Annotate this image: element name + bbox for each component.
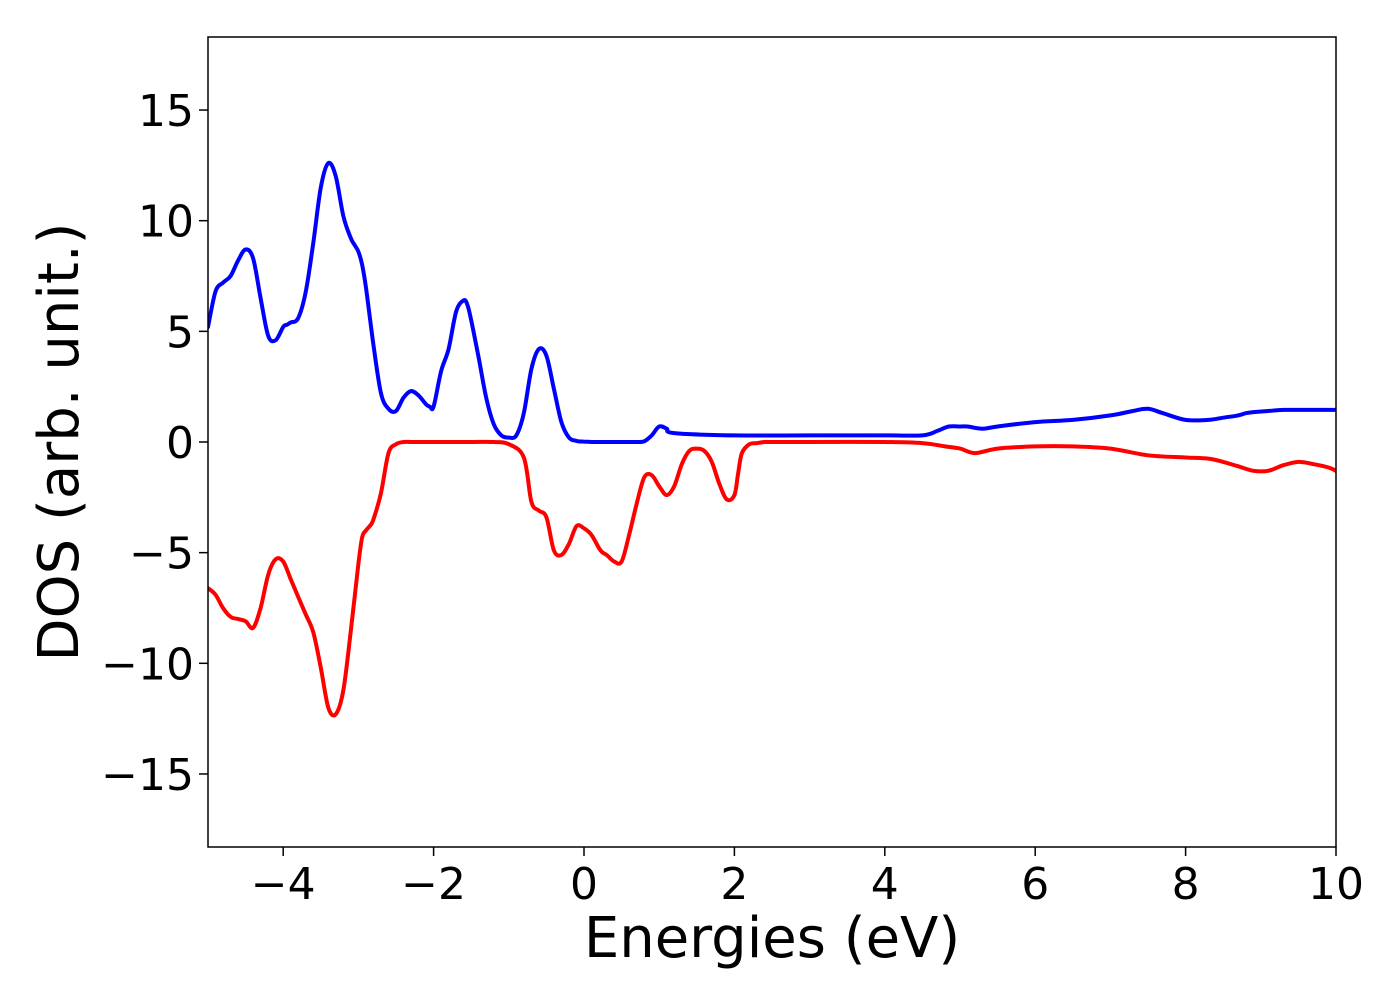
x-tick-label: 6 (1021, 859, 1049, 910)
x-tick-label: 8 (1172, 859, 1200, 910)
x-axis-label: Energies (eV) (584, 906, 960, 971)
y-tick-label: −10 (101, 639, 194, 690)
y-tick-label: −5 (129, 529, 194, 580)
y-tick-label: −15 (101, 750, 194, 801)
y-axis-label: DOS (arb. unit.) (27, 222, 92, 661)
x-tick-label: −2 (401, 859, 466, 910)
y-tick-label: 10 (138, 197, 194, 248)
x-tick-label: 2 (720, 859, 748, 910)
plot-frame (207, 36, 1337, 848)
lines-layer (208, 160, 1336, 718)
ticks-layer: −4 −2 0 2 4 6 8 10 15 10 5 0 −5 −10 −15 (101, 86, 1364, 910)
y-tick-label: 5 (166, 307, 194, 358)
dos-series-line-red (208, 439, 1336, 718)
x-tick-label: 0 (570, 859, 598, 910)
x-tick-label: 10 (1308, 859, 1364, 910)
y-tick-label: 0 (166, 418, 194, 469)
dos-series-line-blue (208, 160, 1336, 445)
x-tick-label: 4 (871, 859, 899, 910)
x-tick-label: −4 (251, 859, 316, 910)
y-tick-label: 15 (138, 86, 194, 137)
